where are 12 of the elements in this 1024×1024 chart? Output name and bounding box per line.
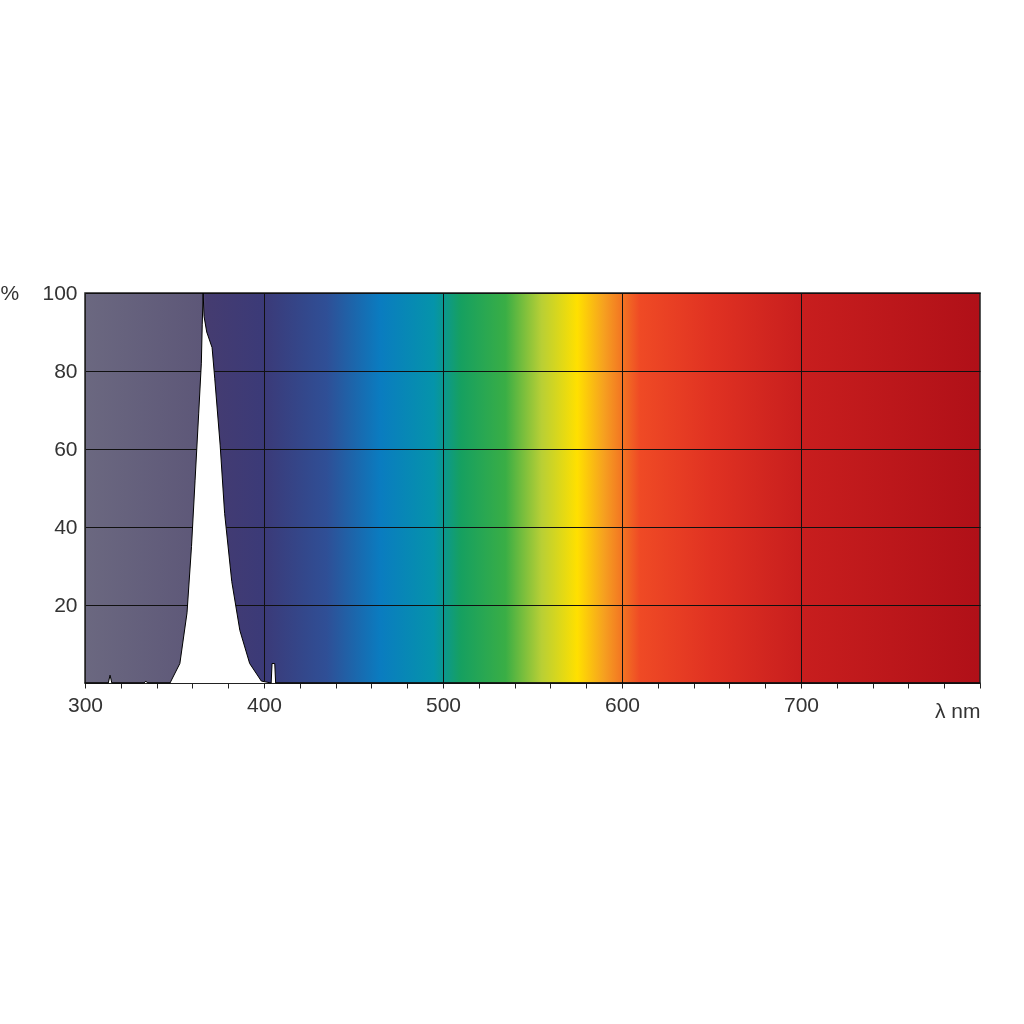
y-tick-label: 60 xyxy=(54,436,78,460)
x-tick-label: 300 xyxy=(67,692,104,716)
x-tick-label: 600 xyxy=(604,692,641,716)
y-axis-title: % xyxy=(0,280,20,304)
x-axis-title: λ nm xyxy=(934,698,981,722)
x-tick-label: 500 xyxy=(425,692,462,716)
y-tick-label: 80 xyxy=(54,358,78,382)
x-tick-label: 400 xyxy=(246,692,283,716)
y-tick-label: 40 xyxy=(54,514,78,538)
x-tick-label: 700 xyxy=(783,692,820,716)
y-tick-label: 20 xyxy=(54,592,78,616)
y-tick-label: 100 xyxy=(42,280,78,304)
